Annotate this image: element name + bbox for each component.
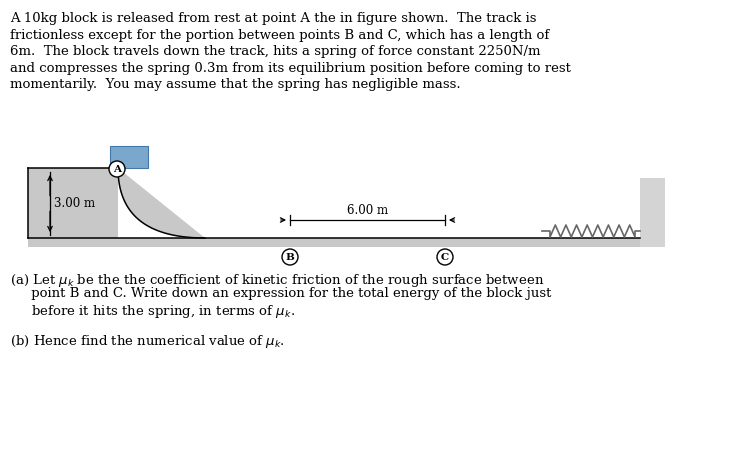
Bar (640, 178, 665, 247)
Text: before it hits the spring, in terms of $\mu_k$.: before it hits the spring, in terms of $… (10, 303, 295, 320)
Polygon shape (118, 168, 205, 238)
Text: point B and C. Write down an expression for the total energy of the block just: point B and C. Write down an expression … (10, 288, 551, 301)
Circle shape (109, 161, 125, 177)
Circle shape (437, 249, 453, 265)
Text: B: B (286, 253, 295, 262)
Bar (28, 168, 118, 238)
Text: 3.00 m: 3.00 m (54, 197, 95, 210)
Circle shape (282, 249, 298, 265)
Text: A 10kg block is released from rest at point A the in figure shown.  The track is: A 10kg block is released from rest at po… (10, 12, 536, 25)
Bar (110, 146, 148, 168)
Text: 6.00 m: 6.00 m (347, 204, 388, 217)
Text: C: C (441, 253, 449, 262)
Text: momentarily.  You may assume that the spring has negligible mass.: momentarily. You may assume that the spr… (10, 78, 461, 91)
Text: (b) Hence find the numerical value of $\mu_k$.: (b) Hence find the numerical value of $\… (10, 333, 285, 350)
Text: A: A (113, 164, 121, 173)
Bar (28, 238, 640, 247)
Text: (a) Let $\mu_k$ be the the coefficient of kinetic friction of the rough surface : (a) Let $\mu_k$ be the the coefficient o… (10, 272, 544, 289)
Text: and compresses the spring 0.3m from its equilibrium position before coming to re: and compresses the spring 0.3m from its … (10, 62, 571, 74)
Text: frictionless except for the portion between points B and C, which has a length o: frictionless except for the portion betw… (10, 28, 549, 42)
Text: 6m.  The block travels down the track, hits a spring of force constant 2250N/m: 6m. The block travels down the track, hi… (10, 45, 540, 58)
